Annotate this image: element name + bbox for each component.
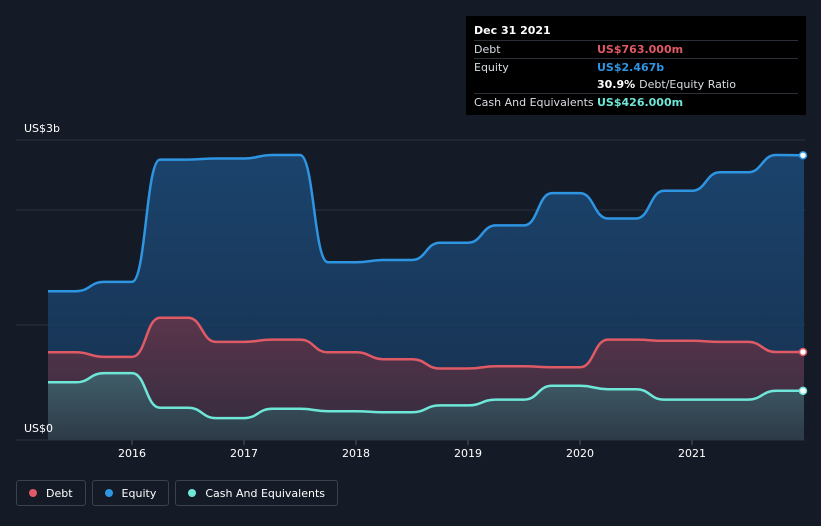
cash-line [48, 371, 804, 420]
legend-item-equity[interactable]: Equity [91, 480, 170, 506]
tooltip-ratio-row: 30.9% Debt/Equity Ratio [474, 76, 798, 93]
tooltip-cash-label: Cash And Equivalents [474, 96, 594, 109]
debt-end-marker [798, 347, 808, 357]
y-axis-top-label: US$3b [24, 122, 60, 135]
x-tick-label: 2021 [678, 447, 706, 460]
equity-line [47, 153, 805, 293]
x-tick-label: 2016 [118, 447, 146, 460]
tooltip-ratio-spacer [474, 76, 597, 93]
cash-end-marker [798, 386, 808, 396]
tooltip-debt-value: US$763.000m [597, 43, 684, 56]
tooltip-debt-label: Debt [474, 43, 501, 56]
series-lines [47, 153, 805, 420]
legend-equity-dot-icon [104, 489, 113, 497]
x-tick-label: 2017 [230, 447, 258, 460]
x-tick-label: 2018 [342, 447, 370, 460]
tooltip-cash-row: Cash And Equivalents US$426.000m [474, 93, 798, 111]
data-tooltip: Dec 31 2021 Debt US$763.000m Equity US$2… [466, 16, 806, 115]
equity-end-marker [798, 151, 808, 160]
series-areas [48, 155, 804, 440]
legend-item-cash[interactable]: Cash And Equivalents [175, 480, 338, 506]
tooltip-cash-value: US$426.000m [597, 96, 684, 109]
tooltip-ratio-value: 30.9% [597, 78, 636, 91]
tooltip-equity-row: Equity US$2.467b [474, 58, 798, 76]
tooltip-ratio-label: Debt/Equity Ratio [639, 78, 736, 91]
x-axis-ticks: 2016 2017 2018 2019 2020 2021 [118, 440, 706, 460]
debt-line [48, 316, 804, 370]
chart-legend: Debt Equity Cash And Equivalents [16, 480, 338, 506]
x-tick-label: 2020 [566, 447, 594, 460]
debt-equity-chart: 2016 2017 2018 2019 2020 2021 US$3b US$0 [16, 122, 808, 460]
legend-cash-label: Cash And Equivalents [205, 486, 325, 500]
tooltip-equity-value: US$2.467b [597, 61, 665, 74]
legend-cash-dot-icon [188, 489, 197, 497]
legend-item-debt[interactable]: Debt [16, 480, 86, 506]
tooltip-date: Dec 31 2021 [474, 24, 551, 37]
tooltip-equity-label: Equity [474, 61, 509, 74]
tooltip-debt-row: Debt US$763.000m [474, 40, 798, 58]
legend-equity-label: Equity [121, 486, 157, 500]
legend-debt-label: Debt [46, 486, 73, 500]
x-tick-label: 2019 [454, 447, 482, 460]
legend-debt-dot-icon [29, 489, 37, 497]
end-markers [798, 151, 808, 396]
y-axis-bottom-label: US$0 [24, 422, 53, 435]
